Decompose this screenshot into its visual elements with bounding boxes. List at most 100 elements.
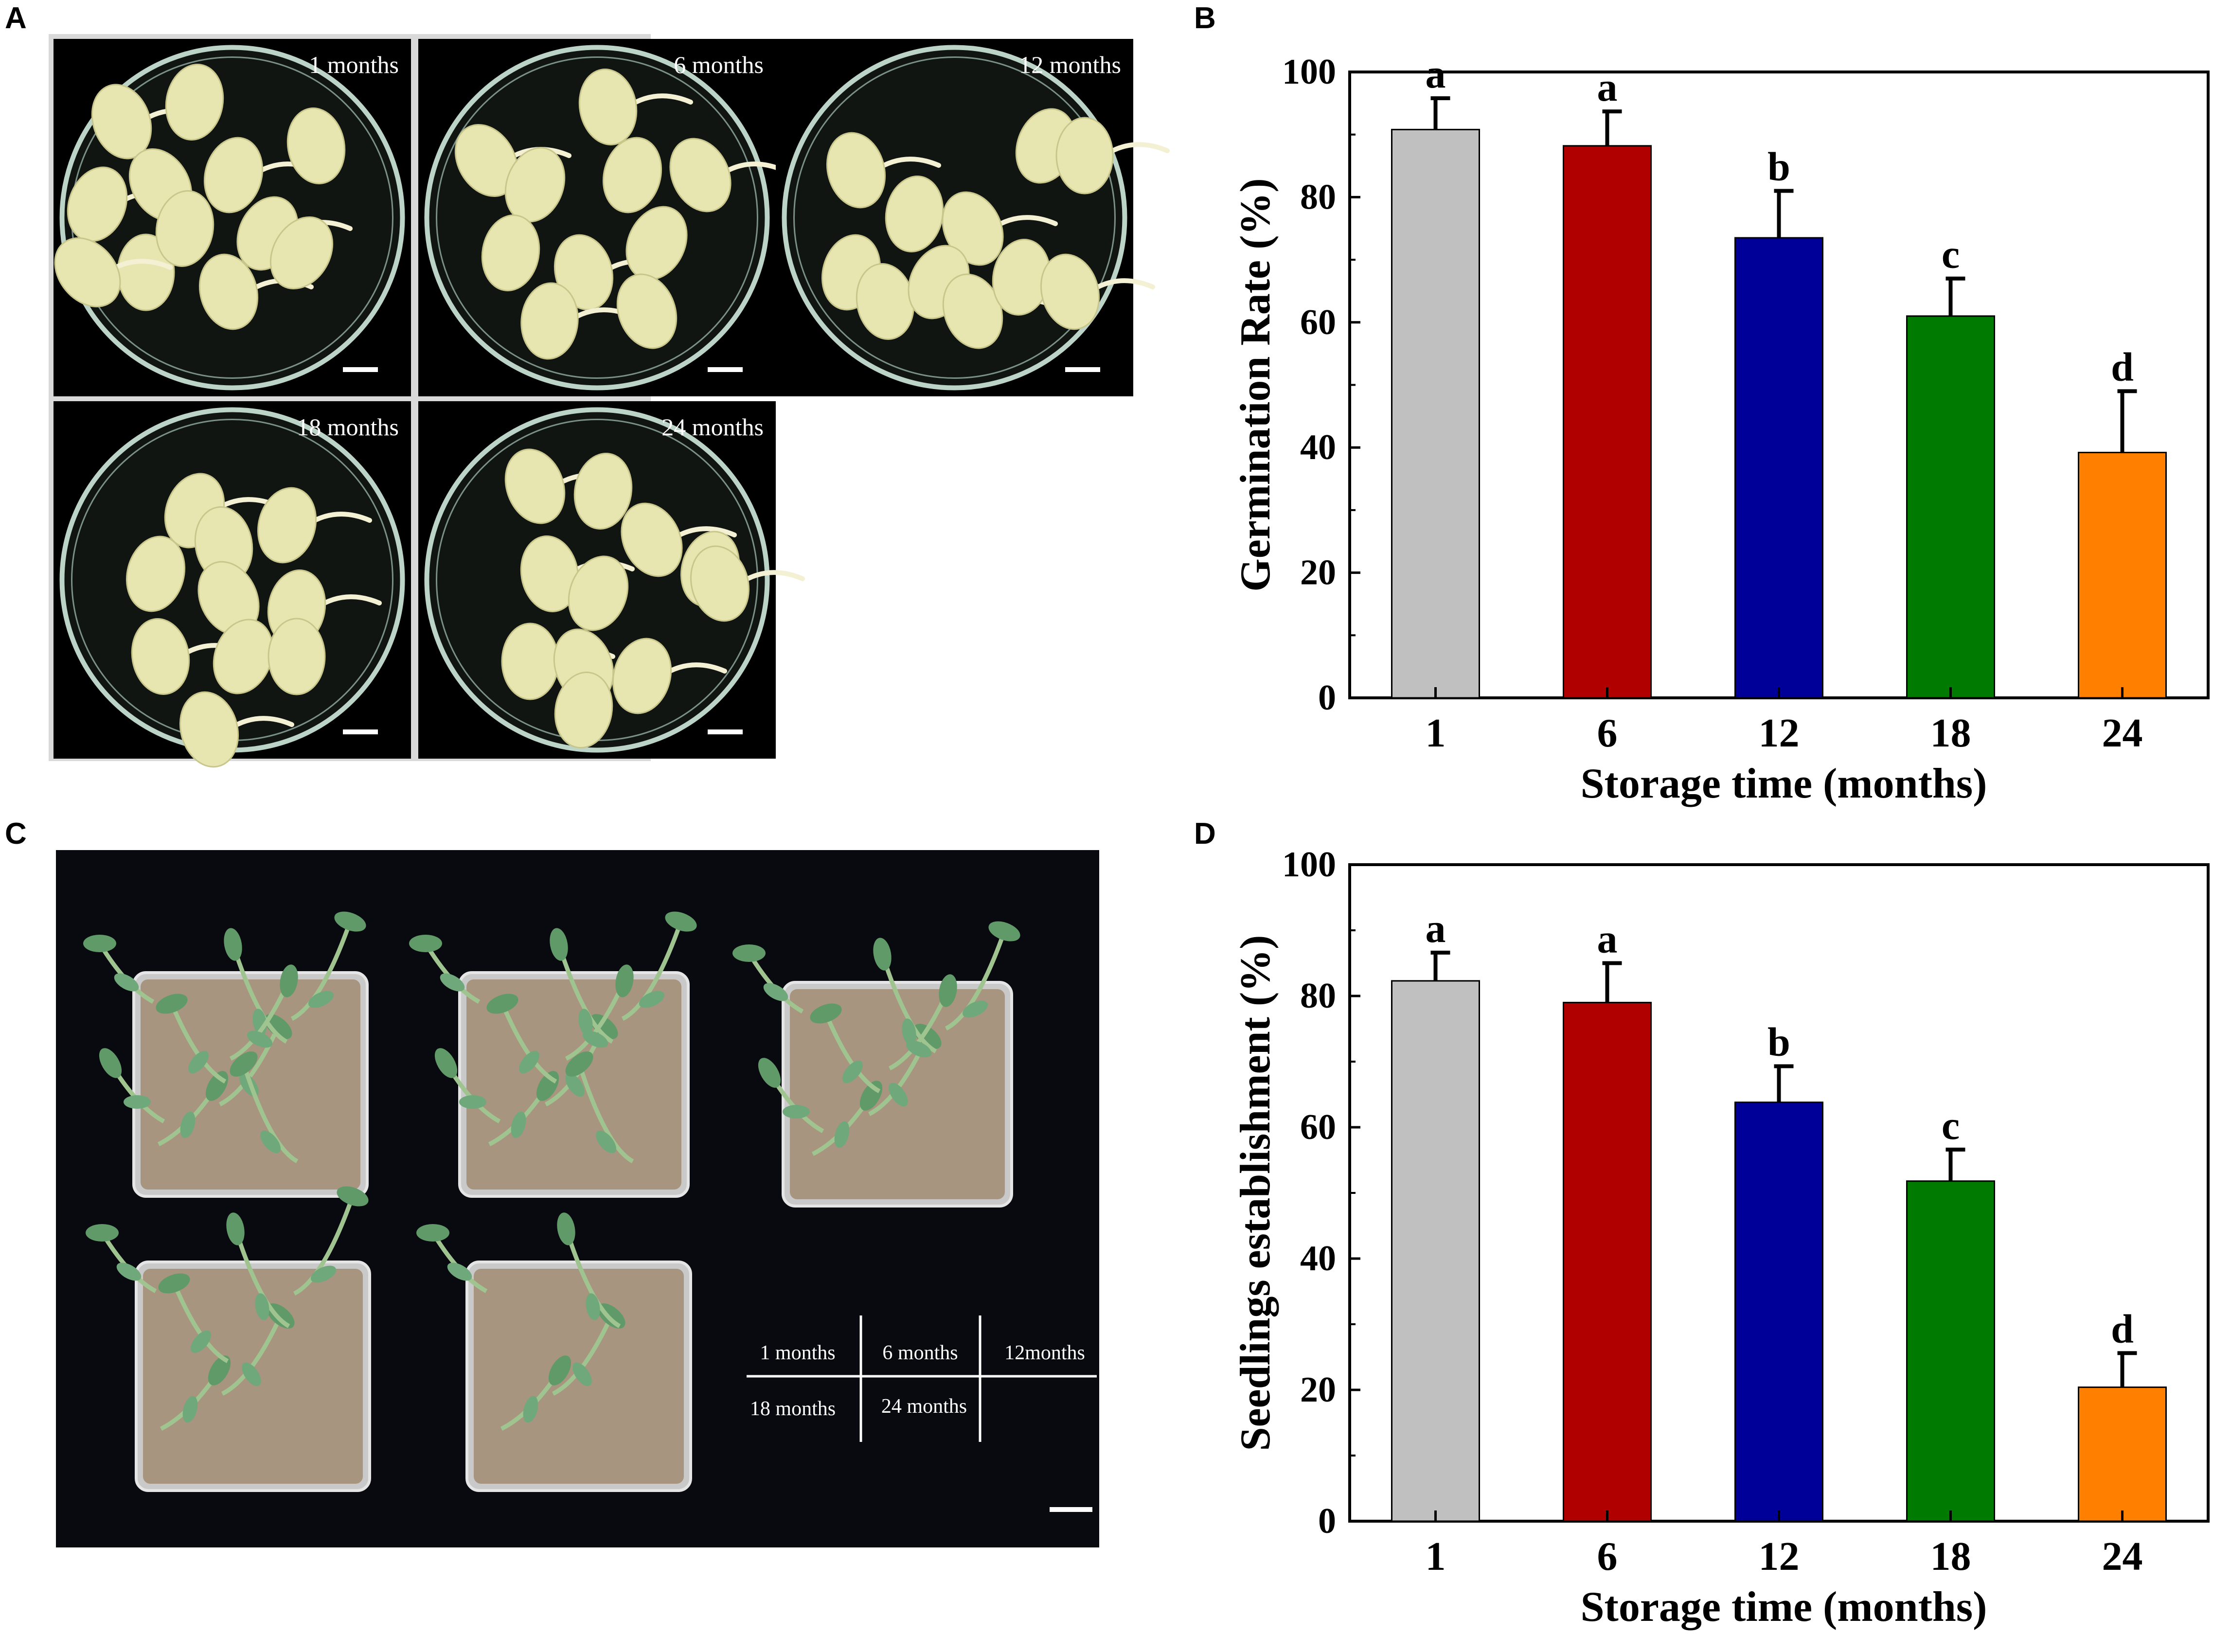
seedling-leaf	[548, 1355, 571, 1386]
seedling-leaf	[337, 1186, 369, 1207]
seed	[942, 191, 1004, 266]
seed	[616, 273, 678, 349]
seedling-leaf	[116, 1262, 142, 1281]
seedling-leaf	[158, 1273, 190, 1294]
seedling-leaf	[180, 1111, 196, 1138]
dish-label-5: 24 months	[661, 413, 764, 441]
seedling-leaf	[310, 1265, 337, 1283]
germination-significance-24: d	[2111, 344, 2134, 390]
seedling-leaf	[99, 1048, 122, 1078]
germination-y-axis-title: Germination Rate (%)	[1232, 178, 1279, 591]
seed	[268, 618, 326, 695]
establishment-significance-18: c	[1942, 1103, 1960, 1148]
dish-scale-bar-4	[343, 729, 378, 734]
seedling-leaf	[182, 1396, 198, 1423]
establishment-significance-6: a	[1597, 917, 1618, 962]
seed	[690, 545, 750, 622]
seedling-leaf	[459, 1095, 486, 1109]
seedling-stem	[241, 1063, 299, 1163]
establishment-significance-1: a	[1426, 906, 1446, 951]
seed	[1055, 117, 1114, 195]
seedling-leaf	[572, 1362, 592, 1386]
establishment-bar-24	[2078, 1386, 2167, 1522]
seedling-leaf	[586, 1293, 600, 1320]
seedling-leaf	[208, 1355, 231, 1386]
establishment-xtick-label-1: 1	[1426, 1534, 1446, 1579]
germination-xtick-label-18: 18	[1930, 711, 1971, 756]
seedling-leaf	[260, 1130, 281, 1154]
seedling-stem	[945, 930, 1007, 1031]
seedling-leaf	[873, 938, 892, 971]
seedling-leaf	[565, 1051, 593, 1077]
seed	[826, 132, 886, 209]
germination-ytick-label: 40	[1300, 427, 1336, 467]
seedling-leaf	[639, 991, 665, 1008]
seedling-leaf	[557, 1212, 575, 1245]
establishment-xtick-label-24: 24	[2102, 1534, 2143, 1579]
establishment-ytick-label: 20	[1300, 1370, 1336, 1410]
seedling-leaf	[440, 973, 465, 992]
seedling-leaf	[783, 1105, 810, 1119]
germination-ytick-label: 80	[1300, 177, 1336, 217]
seed	[286, 107, 346, 184]
seed	[669, 138, 732, 213]
seedling-leaf	[264, 1014, 292, 1039]
dish-label-2: 6 months	[674, 51, 764, 78]
seedling-leaf	[665, 911, 697, 932]
germination-significance-6: a	[1597, 65, 1618, 110]
legend-cell-12-months: 12months	[1004, 1342, 1085, 1364]
establishment-significance-12: b	[1767, 1019, 1790, 1065]
seedling-leaf	[615, 964, 634, 997]
establishment-xtick-label-6: 6	[1597, 1534, 1618, 1579]
seedling-leaf	[511, 1111, 526, 1138]
seedling-leaf	[280, 964, 298, 997]
panel-label-b: B	[1194, 1, 1216, 35]
seedling-leaf	[242, 1362, 261, 1386]
legend-cell-24-months: 24 months	[881, 1395, 967, 1418]
seedling-leaf	[224, 928, 242, 961]
seed	[131, 618, 190, 695]
germination-xtick-label-24: 24	[2102, 711, 2143, 756]
seed	[501, 622, 559, 700]
seedling-stem	[577, 1063, 634, 1163]
seedling-leaf	[226, 1212, 245, 1245]
seedling-leaf	[758, 1058, 781, 1088]
seed	[125, 535, 186, 612]
seedling-stem	[290, 921, 353, 1021]
seedling-leaf	[988, 921, 1020, 941]
germination-x-axis-title: Storage time (months)	[1581, 760, 1987, 807]
establishment-ytick-label: 40	[1300, 1239, 1336, 1279]
petri-dish-rim-2	[436, 56, 758, 379]
seedling-leaf	[188, 1050, 209, 1074]
panel-label-d: D	[1194, 817, 1216, 851]
seedling-leaf	[582, 1030, 608, 1048]
seed	[568, 555, 629, 631]
establishment-ytick-label: 0	[1318, 1501, 1336, 1541]
seedling-leaf	[913, 1024, 942, 1049]
seedling-leaf	[114, 973, 139, 992]
seedling-leaf	[590, 1014, 618, 1039]
seed	[257, 487, 317, 564]
germination-ytick-label: 60	[1300, 302, 1336, 342]
seed	[612, 638, 672, 714]
seedling-stem	[229, 980, 291, 1061]
seedling-leaf	[962, 1000, 988, 1018]
establishment-ytick-label: 100	[1282, 845, 1336, 885]
seedling-leaf	[519, 1050, 539, 1074]
seed	[198, 253, 259, 330]
establishment-y-axis-title: Seedlings establishment (%)	[1232, 935, 1279, 1451]
germination-bar-18	[1906, 315, 1995, 699]
legend-cell-6-months: 6 months	[882, 1342, 958, 1364]
seedling-leaf	[810, 1003, 842, 1024]
pot-legend: 1 months 6 months 12months 18 months 24 …	[747, 1315, 1097, 1442]
germination-ytick-label: 20	[1300, 553, 1336, 593]
seedling-leaf	[86, 1224, 119, 1242]
dish-scale-bar-3	[1065, 367, 1100, 372]
establishment-significance-24: d	[2111, 1306, 2134, 1351]
seed	[179, 691, 239, 768]
seed	[1040, 253, 1100, 330]
dish-scale-bar-2	[708, 367, 743, 372]
seedling-leaf	[447, 1262, 472, 1281]
seed	[269, 216, 334, 290]
